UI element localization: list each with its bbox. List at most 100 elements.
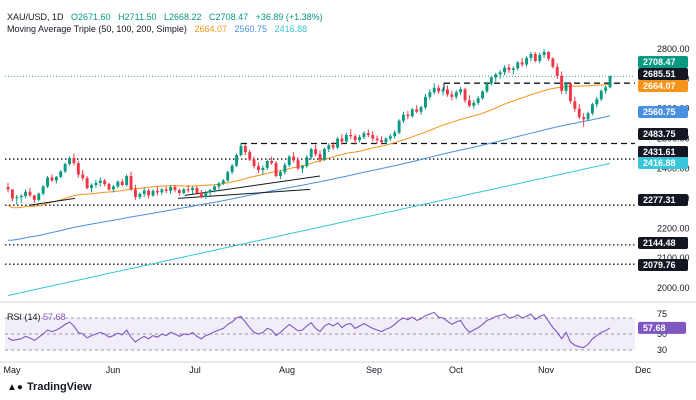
price-badge xyxy=(638,157,688,169)
x-tick-label: Aug xyxy=(279,365,295,375)
candle-body xyxy=(358,137,361,141)
price-badge-label: 2416.88 xyxy=(643,158,676,168)
price-badge xyxy=(638,194,688,206)
candle-body xyxy=(419,107,423,112)
x-tick-label: Dec xyxy=(635,365,652,375)
candle-body xyxy=(147,190,151,196)
candle-body xyxy=(582,117,586,120)
price-badge-label: 2664.07 xyxy=(643,81,676,91)
candle-body xyxy=(112,186,115,190)
candle-body xyxy=(533,54,537,61)
candle-body xyxy=(441,89,445,92)
candle-body xyxy=(169,187,173,191)
candle-body xyxy=(204,192,208,197)
tradingview-brand[interactable]: ▲● TradingView xyxy=(7,381,92,393)
candle-body xyxy=(432,87,436,93)
candle-body xyxy=(318,154,322,160)
candle-body xyxy=(384,138,388,143)
candle-body xyxy=(235,155,238,166)
rsi-tick-label: 75 xyxy=(657,309,667,319)
candle-body xyxy=(230,165,234,173)
candle-body xyxy=(599,90,603,100)
candle-body xyxy=(454,92,458,97)
candle-body xyxy=(388,136,392,139)
price-badge xyxy=(638,128,688,140)
candle-body xyxy=(76,163,80,175)
candle-body xyxy=(437,87,441,92)
tradingview-logo-icon: ▲● xyxy=(7,382,23,393)
candle-body xyxy=(90,184,93,188)
candle-body xyxy=(142,190,146,194)
candle-body xyxy=(226,172,230,181)
candle-body xyxy=(555,66,559,76)
trendline xyxy=(184,175,321,196)
candle-body xyxy=(503,67,506,73)
candle-body xyxy=(11,189,14,199)
candle-body xyxy=(279,172,282,176)
candle-body xyxy=(577,108,581,118)
candle-body xyxy=(81,174,85,179)
price-badge-label: 2431.61 xyxy=(643,147,676,157)
candle-body xyxy=(542,52,546,55)
candle-body xyxy=(402,114,405,121)
candle-body xyxy=(28,191,32,196)
candle-body xyxy=(459,89,463,93)
price-badge xyxy=(638,106,688,118)
candle-body xyxy=(265,161,269,168)
candle-body xyxy=(586,113,590,120)
candle-body xyxy=(134,189,137,197)
price-badge-label: 2483.75 xyxy=(643,129,676,139)
candle-body xyxy=(94,182,98,185)
y-tick-label: 2200.00 xyxy=(657,223,690,233)
rsi-last-badge xyxy=(638,321,686,334)
price-badge-label: 2079.76 xyxy=(643,260,676,270)
price-badge xyxy=(638,68,688,80)
price-badge xyxy=(638,56,688,68)
candle-body xyxy=(397,120,401,133)
candle-body xyxy=(63,164,67,172)
candle-body xyxy=(424,96,427,108)
y-tick-label: 2000.00 xyxy=(657,283,690,293)
candle-body xyxy=(287,156,291,165)
candle-body xyxy=(463,89,467,101)
high-value: H2711.50 xyxy=(118,12,157,22)
candle-body xyxy=(415,109,419,112)
candle-body xyxy=(494,74,498,78)
candle-body xyxy=(489,77,493,84)
candle-body xyxy=(54,176,58,181)
candle-body xyxy=(547,52,550,59)
candle-body xyxy=(331,145,335,148)
candle-body xyxy=(564,83,568,91)
ma100-line xyxy=(7,115,611,241)
x-tick-label: Oct xyxy=(449,365,464,375)
brand-label: TradingView xyxy=(26,381,92,393)
candle-body xyxy=(213,186,216,190)
candle-body xyxy=(98,180,102,183)
price-badge-label: 2144.48 xyxy=(643,238,676,248)
candle-body xyxy=(125,176,129,185)
close-value: C2708.47 xyxy=(209,12,249,22)
candle-body xyxy=(129,176,133,190)
candle-body xyxy=(511,68,515,70)
candle-body xyxy=(261,167,265,170)
candle-body xyxy=(164,189,168,191)
candle-body xyxy=(525,57,528,65)
candle-body xyxy=(529,54,533,58)
open-value: O2671.60 xyxy=(71,12,111,22)
trendline xyxy=(29,197,76,206)
candle-body xyxy=(292,156,296,161)
candle-body xyxy=(191,187,194,190)
candle-body xyxy=(450,94,454,97)
candle-body xyxy=(19,196,23,198)
chart-header: XAU/USD, 1D O2671.60 H2711.50 L2668.22 C… xyxy=(7,12,328,22)
candle-body xyxy=(107,184,111,190)
candle-body xyxy=(428,92,432,97)
candle-body xyxy=(327,145,331,150)
candle-body xyxy=(32,195,36,200)
x-tick-label: May xyxy=(3,365,21,375)
candle-body xyxy=(353,136,357,141)
candle-body xyxy=(59,171,63,177)
candle-body xyxy=(393,132,397,137)
candle-body xyxy=(257,166,260,170)
